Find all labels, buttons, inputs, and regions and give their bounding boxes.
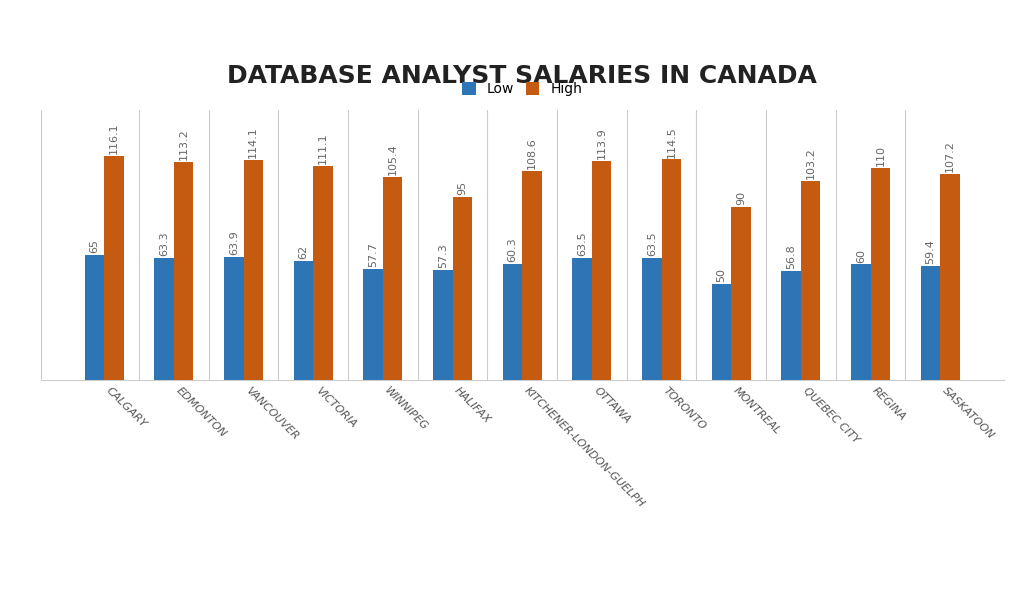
Text: 110: 110 [876, 145, 886, 166]
Bar [662, 159, 681, 380]
Text: 111.1: 111.1 [318, 132, 328, 164]
Bar [642, 257, 662, 380]
Bar [224, 257, 244, 380]
Bar [712, 284, 731, 380]
Text: 50: 50 [717, 268, 726, 282]
Text: 107.2: 107.2 [945, 140, 955, 172]
Bar [244, 160, 263, 380]
Text: 57.3: 57.3 [438, 243, 447, 268]
Bar [522, 171, 542, 380]
Text: 63.9: 63.9 [228, 230, 239, 255]
Text: 105.4: 105.4 [388, 143, 397, 175]
Bar [921, 265, 940, 380]
Bar [453, 197, 472, 380]
Text: 65: 65 [89, 239, 99, 253]
Bar [851, 264, 870, 380]
Bar [731, 207, 751, 380]
Text: 116.1: 116.1 [109, 123, 119, 154]
Text: 114.1: 114.1 [248, 126, 258, 158]
Title: DATABASE ANALYST SALARIES IN CANADA: DATABASE ANALYST SALARIES IN CANADA [227, 64, 817, 88]
Bar [294, 261, 313, 380]
Text: 60: 60 [856, 248, 866, 262]
Bar [364, 269, 383, 380]
Legend: Low, High: Low, High [462, 82, 583, 96]
Text: 59.4: 59.4 [926, 239, 936, 264]
Bar [781, 270, 801, 380]
Text: 108.6: 108.6 [527, 137, 537, 169]
Text: 62: 62 [298, 245, 308, 259]
Text: 103.2: 103.2 [806, 148, 816, 180]
Text: 63.5: 63.5 [647, 231, 656, 256]
Bar [433, 270, 453, 380]
Text: 56.8: 56.8 [786, 244, 797, 268]
Bar [155, 258, 174, 380]
Text: 113.2: 113.2 [178, 128, 188, 160]
Bar [104, 156, 124, 380]
Bar [801, 181, 820, 380]
Text: 57.7: 57.7 [369, 242, 378, 267]
Bar [85, 255, 104, 380]
Text: 60.3: 60.3 [508, 237, 517, 262]
Text: 114.5: 114.5 [667, 126, 676, 158]
Bar [870, 168, 890, 380]
Text: 63.3: 63.3 [159, 232, 169, 256]
Bar [174, 162, 194, 380]
Bar [592, 161, 611, 380]
Text: 113.9: 113.9 [597, 127, 606, 159]
Bar [572, 257, 592, 380]
Text: 63.5: 63.5 [578, 231, 587, 256]
Bar [313, 166, 333, 380]
Text: 90: 90 [736, 191, 746, 205]
Bar [940, 173, 959, 380]
Text: 95: 95 [458, 181, 467, 195]
Bar [503, 264, 522, 380]
Bar [383, 177, 402, 380]
